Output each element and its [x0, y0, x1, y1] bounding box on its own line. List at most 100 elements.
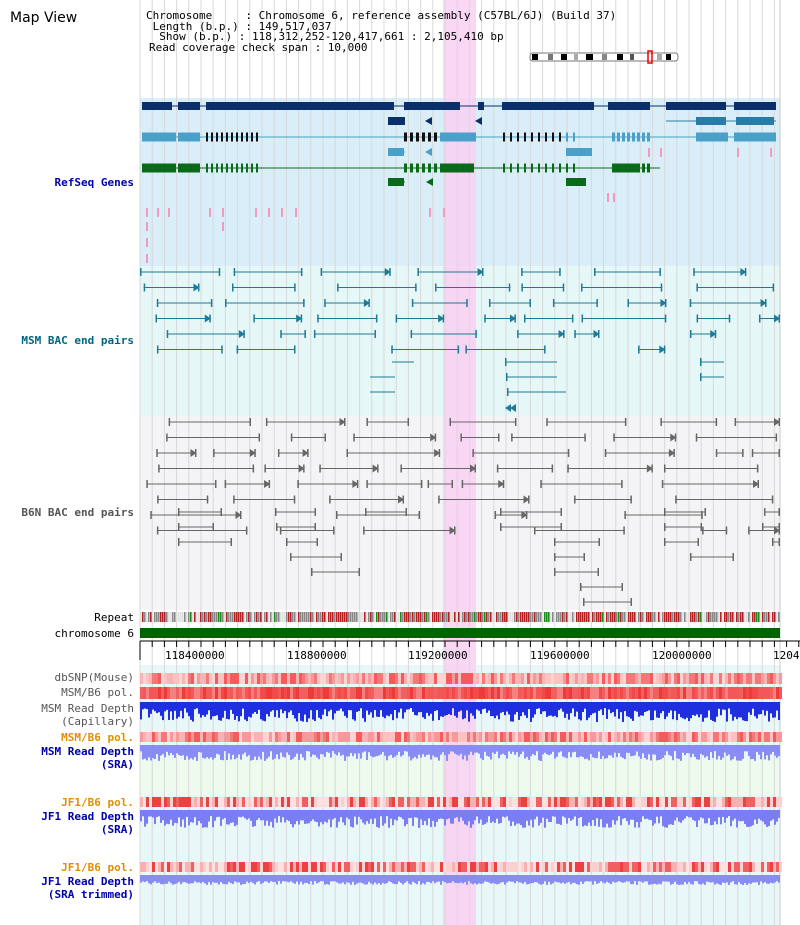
depth-bar — [632, 751, 634, 756]
heat-cell — [458, 673, 461, 684]
dbsnp-label[interactable]: dbSNP(Mouse) — [54, 671, 134, 684]
heat-cell — [752, 687, 755, 699]
depth-bar — [642, 708, 644, 716]
depth-bar — [338, 816, 340, 822]
depth-bar — [558, 816, 560, 824]
depth-bar — [226, 816, 228, 825]
gene-exon — [531, 132, 533, 142]
heat-cell — [467, 862, 470, 872]
depth-bar — [638, 708, 640, 717]
heat-cell — [506, 732, 509, 742]
heat-cell — [407, 673, 410, 684]
heat-cell — [545, 797, 548, 807]
gene-exon — [647, 163, 650, 173]
jf1-b6-pol-2-label[interactable]: JF1/B6 pol. — [61, 861, 134, 874]
heat-cell — [692, 687, 695, 699]
bac-end — [496, 464, 499, 473]
depth-bar — [172, 708, 174, 720]
bac-end — [551, 464, 554, 473]
repeat-mark — [168, 612, 170, 622]
depth-bar — [452, 751, 454, 752]
repeat-mark — [288, 612, 290, 622]
bac-end — [524, 314, 526, 323]
b6n-bac-label[interactable]: B6N BAC end pairs — [21, 506, 134, 519]
jf1-depth-sra-label[interactable]: JF1 Read Depth — [41, 810, 134, 823]
heat-cell — [236, 862, 239, 872]
heat-cell — [722, 862, 725, 872]
depth-bar — [526, 708, 528, 718]
depth-bar — [382, 881, 384, 883]
depth-bar — [354, 708, 356, 721]
snp-mark — [429, 208, 431, 217]
gene-exon — [211, 163, 213, 173]
gene-exon — [251, 132, 253, 142]
heat-cell — [647, 862, 650, 872]
heat-cell — [359, 797, 362, 807]
heat-cell — [413, 862, 416, 872]
depth-bar — [144, 816, 146, 827]
repeat-mark — [528, 612, 530, 622]
jf1-depth-trim-label[interactable]: JF1 Read Depth — [41, 875, 134, 888]
heat-cell — [626, 732, 629, 742]
heat-cell — [689, 797, 692, 807]
heat-cell — [770, 673, 773, 684]
gene-exon — [612, 163, 615, 173]
depth-bar — [206, 816, 208, 828]
depth-bar — [596, 816, 598, 819]
bac-end — [146, 480, 148, 488]
heat-cell — [773, 732, 776, 742]
heat-cell — [374, 797, 377, 807]
heat-cell — [389, 687, 392, 699]
depth-bar — [198, 881, 200, 883]
heat-cell — [617, 862, 620, 872]
gene-exon — [434, 132, 437, 142]
msm-depth-capillary-label[interactable]: MSM Read Depth — [41, 702, 134, 715]
depth-bar — [628, 708, 630, 717]
msm-bac-label[interactable]: MSM BAC end pairs — [21, 334, 134, 347]
heat-cell — [530, 687, 533, 699]
depth-bar — [422, 881, 424, 884]
depth-bar — [602, 816, 604, 828]
repeat-mark — [216, 612, 218, 622]
depth-bar — [222, 751, 224, 761]
depth-bar — [708, 708, 710, 711]
depth-bar — [638, 751, 640, 757]
refseq-genes-label[interactable]: RefSeq Genes — [54, 176, 134, 189]
depth-bar — [492, 751, 494, 753]
bac-end — [320, 268, 323, 276]
depth-band — [140, 875, 780, 881]
depth-bar — [624, 881, 626, 883]
bac-end — [728, 314, 731, 323]
depth-bar — [350, 708, 352, 711]
heat-cell — [347, 797, 350, 807]
depth-bar — [694, 708, 696, 716]
depth-bar — [606, 816, 608, 824]
depth-bar — [738, 708, 740, 718]
depth-bar — [420, 708, 422, 713]
heat-cell — [677, 673, 680, 684]
jf1-b6-pol-label[interactable]: JF1/B6 pol. — [61, 796, 134, 809]
msm-depth-sra-label[interactable]: MSM Read Depth — [41, 745, 134, 758]
heat-cell — [314, 732, 317, 742]
msm-b6-pol-label[interactable]: MSM/B6 pol. — [61, 686, 134, 699]
repeat-mark — [510, 612, 512, 622]
heat-cell — [635, 732, 638, 742]
heat-cell — [239, 862, 242, 872]
heat-cell — [350, 862, 353, 872]
depth-bar — [768, 881, 770, 884]
heat-cell — [446, 673, 449, 684]
depth-bar — [188, 816, 190, 826]
depth-bar — [546, 708, 548, 717]
depth-bar — [294, 881, 296, 884]
heat-cell — [587, 797, 590, 807]
depth-bar — [238, 881, 240, 883]
msm-b6-pol-2-label[interactable]: MSM/B6 pol. — [61, 731, 134, 744]
depth-bar — [400, 708, 402, 709]
bac-end — [293, 495, 296, 504]
repeat-mark — [426, 612, 428, 622]
bac-end — [500, 508, 502, 516]
depth-bar — [388, 816, 390, 828]
depth-bar — [768, 708, 770, 722]
bac-end — [178, 523, 180, 531]
heat-cell — [635, 862, 638, 872]
